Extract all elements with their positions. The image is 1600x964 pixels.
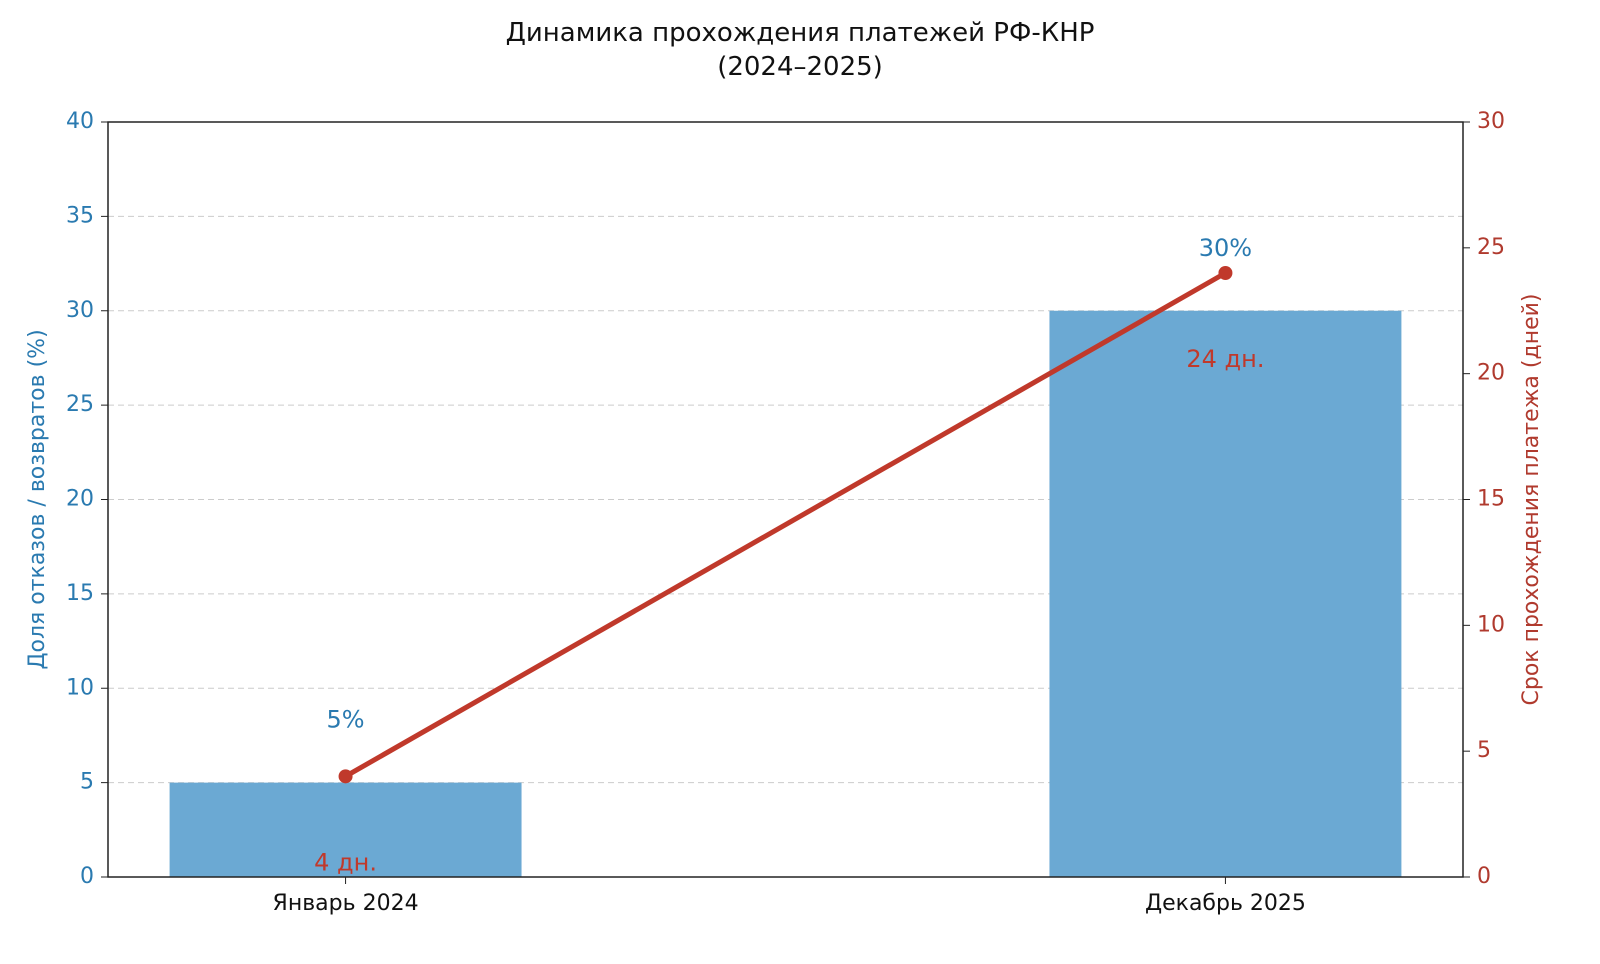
y2-tick-label: 20 xyxy=(1477,361,1505,386)
y-tick-label: 35 xyxy=(66,203,94,228)
x-tick-label: Январь 2024 xyxy=(273,891,419,916)
line-point xyxy=(338,769,353,784)
y2-tick-label: 10 xyxy=(1477,612,1505,637)
bar xyxy=(169,782,522,877)
bar-value-label: 30% xyxy=(1199,234,1252,262)
y-tick-label: 20 xyxy=(66,487,94,512)
y2-tick-label: 0 xyxy=(1477,864,1491,889)
y2-tick-label: 15 xyxy=(1477,487,1505,512)
line-value-label: 4 дн. xyxy=(314,848,377,876)
bar-value-label: 5% xyxy=(327,706,365,734)
y-tick-label: 40 xyxy=(66,109,94,134)
y-tick-label: 10 xyxy=(66,675,94,700)
y-tick-label: 15 xyxy=(66,581,94,606)
line-point xyxy=(1218,266,1233,280)
y2-axis-label: Срок прохождения платежа (дней) xyxy=(1519,294,1544,706)
y2-tick-label: 25 xyxy=(1477,235,1505,260)
line-value-label: 24 дн. xyxy=(1186,345,1264,373)
x-tick-label: Декабрь 2025 xyxy=(1145,891,1306,916)
chart-title: Динамика прохождения платежей РФ-КНР (20… xyxy=(505,18,1095,82)
line xyxy=(344,270,1227,779)
y2-tick-label: 30 xyxy=(1477,109,1505,134)
plot-frame xyxy=(107,121,1464,878)
y-axis-label: Доля отказов / возвратов (%) xyxy=(25,329,50,669)
y-tick-label: 0 xyxy=(80,864,94,889)
bar xyxy=(1049,310,1402,877)
y-tick-label: 25 xyxy=(66,392,94,417)
y-tick-label: 30 xyxy=(66,298,94,323)
y2-tick-label: 5 xyxy=(1477,738,1491,763)
y-tick-label: 5 xyxy=(80,770,94,795)
